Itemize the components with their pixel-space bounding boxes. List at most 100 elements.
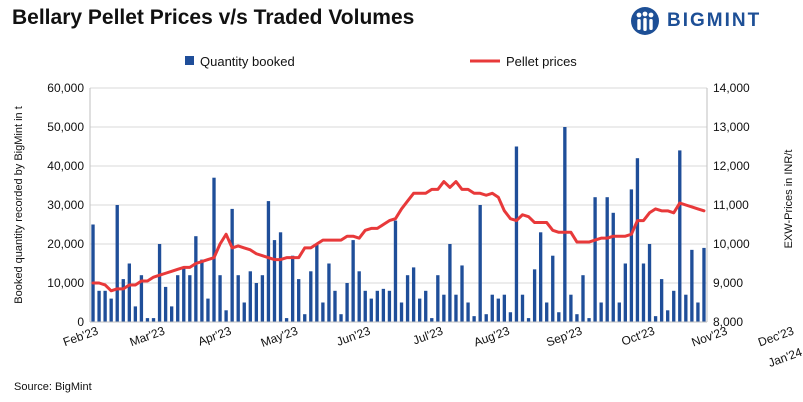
x-tick-label: Nov'23 [690,324,730,350]
bar [399,302,404,322]
bar [254,283,259,322]
y-right-tick-label: 9,000 [713,276,743,290]
bar [508,312,513,322]
bar [212,177,216,322]
bar [635,158,640,322]
x-tick-label: Mar'23 [128,324,167,350]
bar [170,306,174,322]
bar [520,294,525,322]
y-axis-right-title: EXW-Prices in INR/t [783,150,795,249]
bar [641,263,646,322]
bar [490,294,494,322]
bar [315,244,319,322]
y-left-tick-label: 0 [77,315,84,329]
bar [442,294,446,322]
x-tick-label: Jun'23 [335,324,373,349]
bar [696,302,700,322]
bar [133,306,138,322]
y-right-tick-label: 13,000 [713,120,750,134]
bar [242,302,246,322]
bar [623,263,627,322]
bar [690,249,694,322]
bar [290,255,295,322]
y-right-tick-label: 8,000 [713,315,743,329]
bar [684,294,688,322]
bar [297,279,301,322]
legend-label-prices: Pellet prices [506,54,577,69]
bar [206,298,210,322]
bar [375,290,379,322]
bar [629,189,634,322]
bar [176,275,180,322]
bar [581,275,585,322]
bar [103,290,107,322]
bar [363,290,367,322]
bar [97,290,101,322]
bar [472,316,476,322]
bar [659,279,664,322]
bar [109,298,113,322]
bar [351,240,355,322]
bar [617,302,621,322]
y-axis-left-title: Booked quantity recorded by BigMint in t [13,106,25,304]
axes: 0 8,000 10,000 9,000 20,000 10,000 30,000 11,00… [47,81,803,370]
bar [91,224,95,322]
gridlines [90,87,707,284]
bar [266,201,271,322]
bar [605,197,609,322]
x-tick-label: May'23 [259,324,300,350]
bar [357,271,361,322]
bar [575,314,579,322]
bigmint-logo-icon [631,7,659,35]
bar [145,318,150,322]
bar [460,265,464,322]
bar [321,302,325,322]
bigmint-logo: BIGMINT [630,6,761,36]
bar [557,312,561,322]
bar [587,318,591,322]
legend-label-quantity: Quantity booked [200,54,295,69]
bar [653,316,658,322]
bar [303,314,307,322]
bar [569,294,573,322]
bar [478,205,482,322]
y-left-tick-label: 20,000 [47,237,84,251]
bar [702,247,706,322]
bar [514,146,519,322]
bar [545,302,549,322]
bar [678,150,682,322]
bar [424,290,428,322]
bar [666,310,670,322]
bar [466,302,470,322]
y-left-tick-label: 30,000 [47,198,84,212]
x-tick-label: Dec'23 [756,324,796,350]
price-line [91,180,706,293]
bar [157,244,162,322]
bar [278,232,283,322]
y-right-tick-label: 10,000 [713,237,750,251]
bar [418,298,422,322]
bar [593,197,597,322]
bar [672,290,676,322]
bar [430,318,434,322]
bar [563,127,567,322]
bar [115,205,119,322]
bar [200,259,204,322]
legend-swatch-quantity [185,56,194,65]
bar [339,314,343,322]
y-left-tick-label: 10,000 [47,276,84,290]
x-tick-label: Sep'23 [544,324,584,350]
bar [248,271,252,322]
bar [369,298,373,322]
bar [163,286,168,322]
bar [345,283,349,322]
y-left-tick-label: 40,000 [47,159,84,173]
bar [327,263,331,322]
bar [151,318,156,322]
bar [188,275,192,322]
bar [139,275,144,322]
bar [647,244,652,322]
x-tick-label: Aug'23 [472,324,512,350]
